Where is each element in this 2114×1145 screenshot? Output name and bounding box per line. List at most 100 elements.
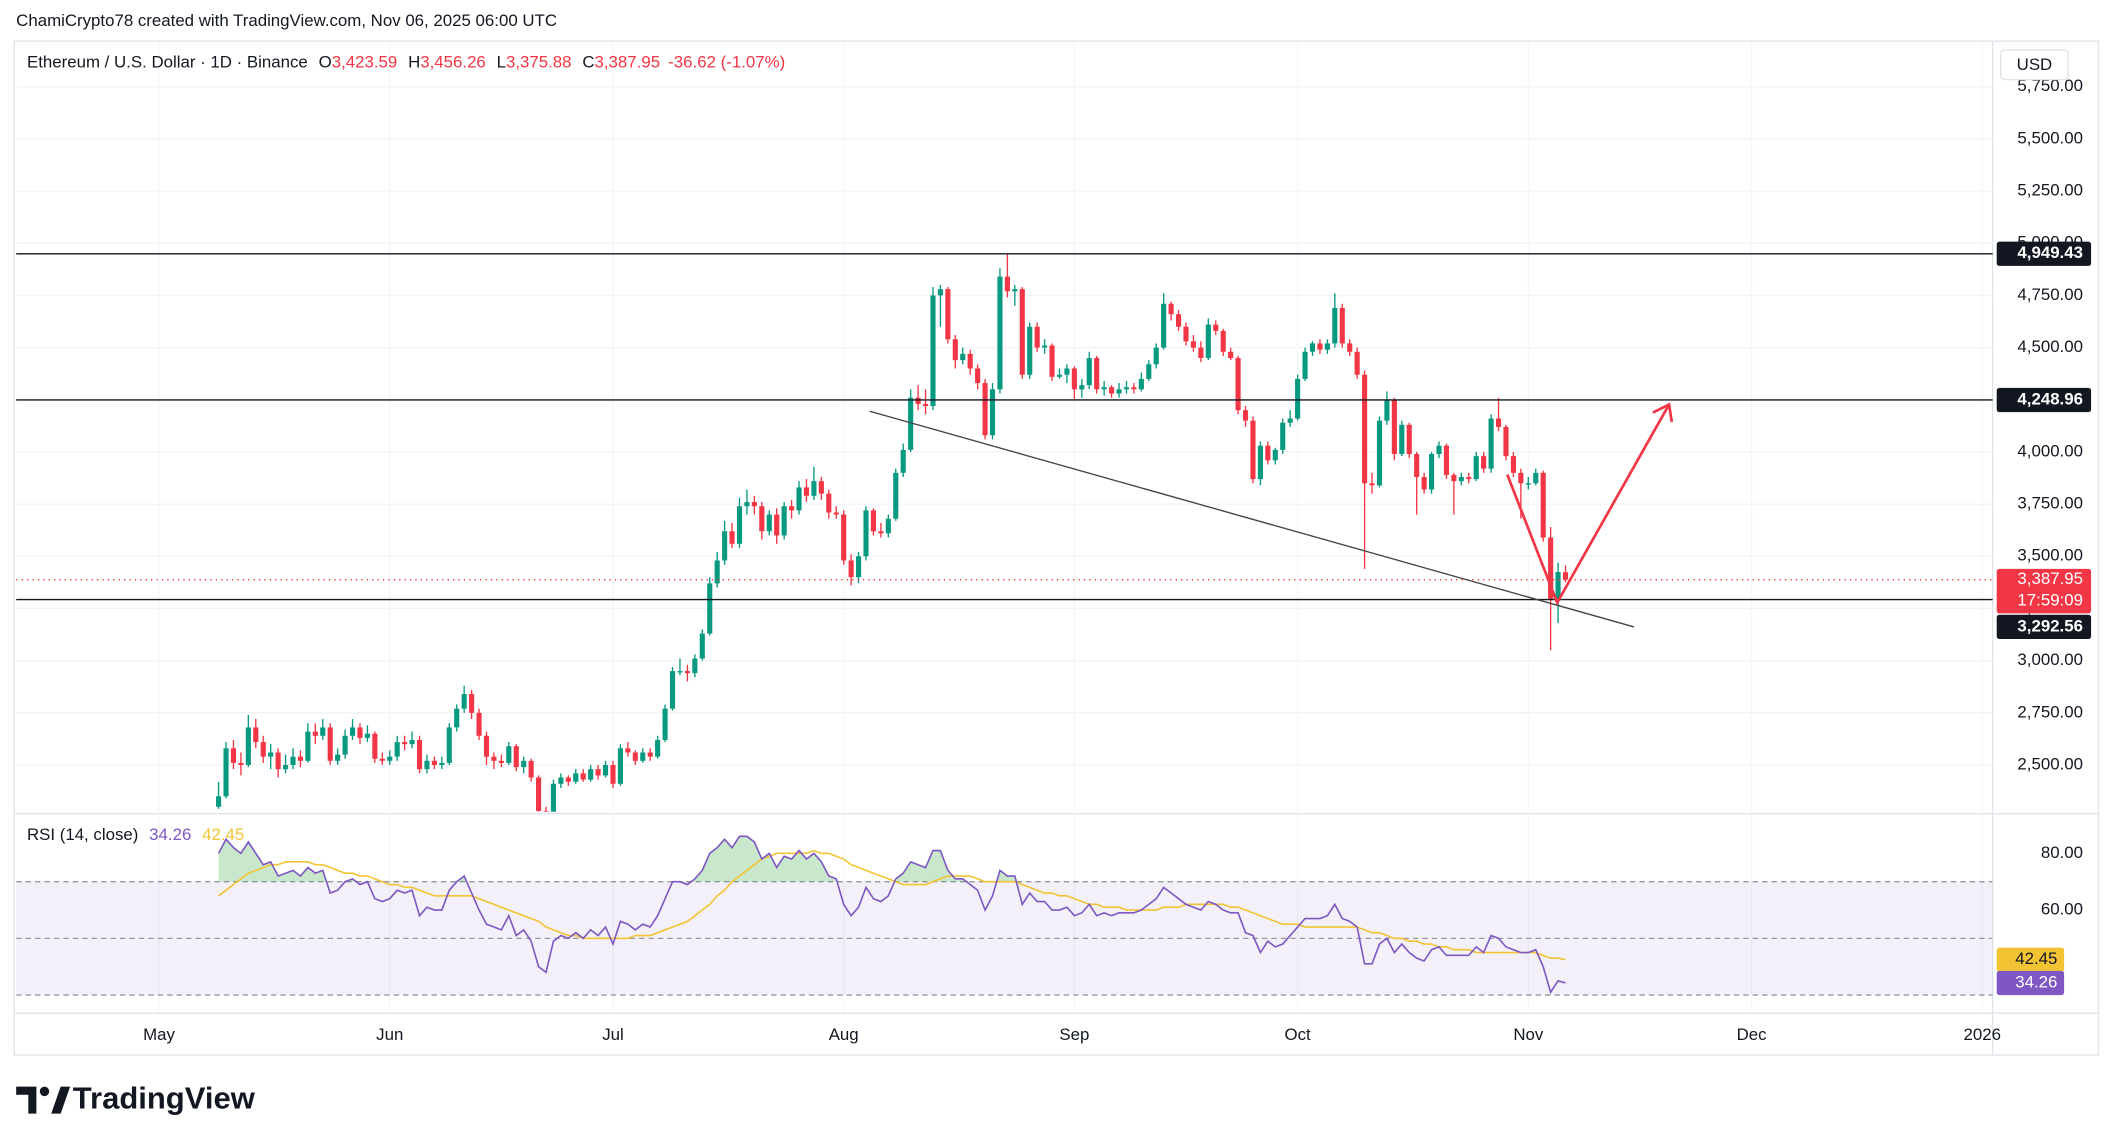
candle-body [1555,572,1561,601]
candle-body [796,487,802,511]
candle-body [1302,351,1308,379]
candle-body [841,514,847,561]
candle-body [1056,374,1063,377]
candle-body [677,671,683,673]
candle-body [245,727,251,765]
candle-body [1071,368,1077,390]
candle-body [431,760,437,765]
candle-body [662,708,668,740]
candle-body [1295,378,1301,419]
candle-body [1064,368,1070,375]
candle-body [1287,418,1293,423]
candle-body [1548,537,1554,601]
candle-body [1436,445,1442,455]
candle-body [922,403,929,407]
x-tick-label: May [143,1025,175,1044]
candle-body [736,506,743,544]
candle-body [409,739,415,745]
rsi-tag [1996,970,2065,996]
x-tick-label: Jul [602,1025,624,1044]
candle-body [856,556,862,578]
candle-body [647,752,653,757]
candle-body [915,397,921,404]
y-tick-label: 5,750.00 [2017,76,2083,95]
level-tag [1996,387,2092,413]
candle-body [543,810,549,812]
candle-body [952,339,958,361]
level-tag [1996,614,2092,639]
candle-body [498,760,504,763]
candle-body [372,733,378,759]
rsi-value: 34.26 [149,825,191,844]
candle-body [521,760,527,768]
candle-body [744,502,750,507]
candle-body [1540,472,1546,538]
y-tick-label: 3,750.00 [2017,494,2083,513]
candle-body [305,731,311,761]
ohlc-value: 3,456.26 [420,53,486,72]
y-tick-label: 5,500.00 [2017,128,2083,147]
rsi-line [217,835,1566,995]
candle-body [312,731,318,736]
y-tick-label: 2,500.00 [2017,754,2083,773]
legend: Ethereum / U.S. Dollar · 1D · Binance O3,… [27,53,785,72]
candle-body [580,773,586,780]
candle-body [1161,303,1167,348]
candle-body [1250,420,1256,480]
candle-body [513,746,519,768]
candle-body [997,276,1003,390]
candle-body [811,481,817,496]
candle-body [1146,364,1152,379]
candle-body [216,796,222,807]
candle-body [655,739,661,757]
candle-body [945,289,951,340]
level-label: 3,292.56 [2017,616,2083,635]
candle-body [602,764,609,776]
candle-body [1391,399,1397,455]
candle-body [669,671,676,709]
trend-line [869,410,1635,628]
candle-body [342,735,348,755]
candle-body [1228,351,1234,359]
candle-body [1272,449,1278,461]
candle-body [223,748,229,797]
ohlc-key: H [408,53,420,72]
candle-body [483,735,490,757]
candle-body [349,727,356,736]
candle-body [320,727,326,736]
candle-body [528,760,534,778]
candle-body [1473,456,1479,480]
candle-body [885,518,891,534]
candle-body [1094,358,1100,390]
candle-body [1213,324,1219,331]
rsi-tag [1996,947,2065,972]
candle-body [439,762,445,765]
candle-body [536,777,542,811]
candle-body [870,510,877,532]
ohlc-key: C [582,53,594,72]
candle-body [1309,343,1316,352]
candle-body [268,752,274,757]
candle-body [1205,324,1211,359]
candle-body [848,560,854,578]
candle-body [632,752,638,761]
candle-body [640,752,646,761]
candle-body [982,383,988,436]
candle-body [803,487,810,496]
candle-body [379,758,385,761]
x-tick-label: Jun [376,1025,403,1044]
candle-body [1175,314,1182,327]
candle-body [789,506,795,511]
candle-body [1079,385,1085,390]
candle-body [364,733,370,738]
candle-body [1109,387,1115,394]
candle-body [1138,378,1144,390]
candle-body [1362,374,1368,484]
candle-body [908,397,914,450]
candle-body [1153,347,1159,365]
rsi-tick-label: 60.00 [2041,899,2083,918]
rsi-tick-label: 80.00 [2041,843,2083,862]
candle-body [469,694,475,713]
currency-box[interactable] [2000,49,2069,81]
y-tick-label: 3,000.00 [2017,650,2083,669]
